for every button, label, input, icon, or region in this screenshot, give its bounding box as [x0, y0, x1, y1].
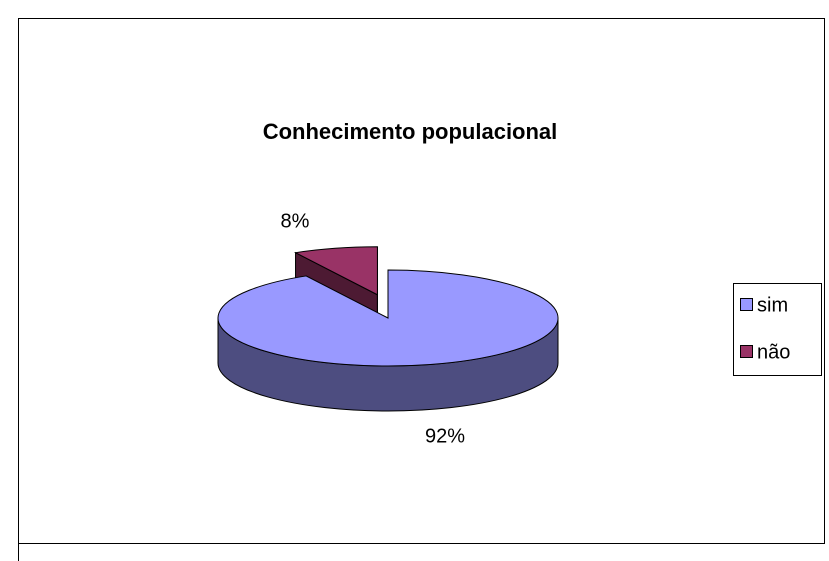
- data-label: 8%: [281, 210, 310, 232]
- chart-title: Conhecimento populacional: [263, 119, 558, 144]
- slice: [293, 246, 378, 296]
- legend-swatch: [740, 345, 753, 358]
- legend-label: sim: [757, 294, 788, 316]
- slice: [217, 269, 559, 367]
- legend-label: não: [757, 341, 790, 363]
- legend-swatch: [740, 298, 753, 311]
- data-label: 92%: [425, 425, 465, 447]
- pie: [217, 246, 559, 412]
- legend: sim não: [740, 294, 790, 363]
